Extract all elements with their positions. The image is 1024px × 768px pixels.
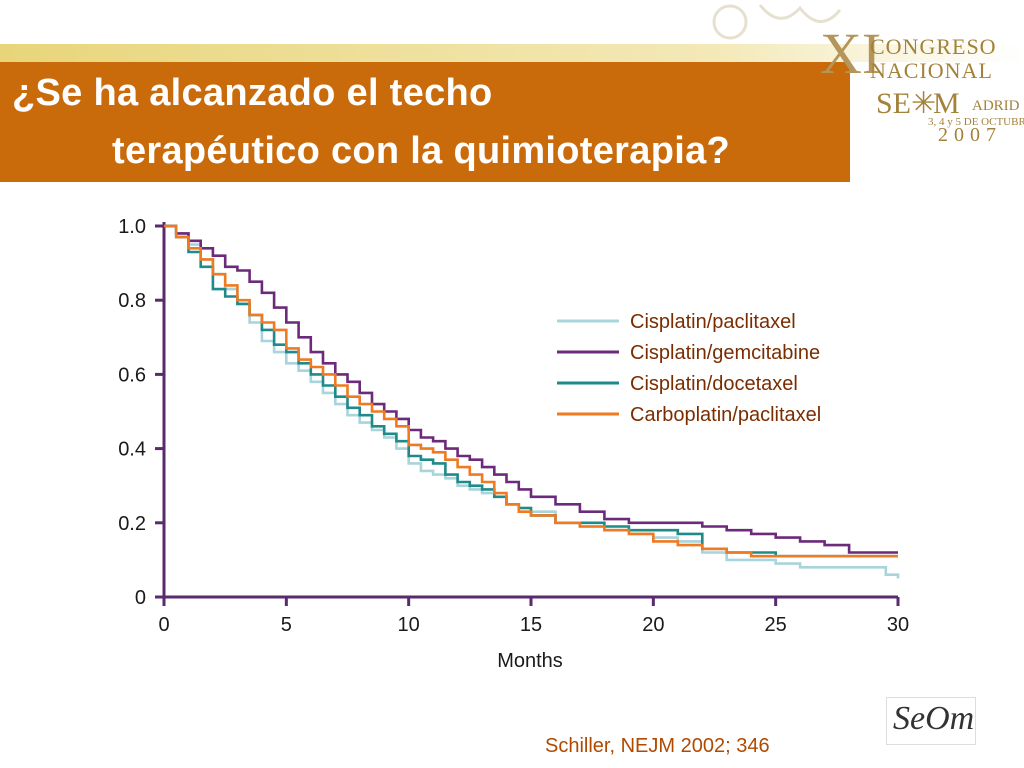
- congress-logo: XI CONGRESO NACIONAL SE✳M ADRID 3, 4 y 5…: [820, 20, 1024, 170]
- chart-legend: Cisplatin/paclitaxel Cisplatin/gemcitabin…: [557, 311, 821, 426]
- x-tick-label: 25: [765, 614, 787, 636]
- chart-axes: 0 0.2 0.4 0.6 0.8 1.0 0 5 10 15 20 25 30 Months: [118, 216, 909, 672]
- legend-label: Cisplatin/gemcitabine: [630, 342, 820, 364]
- logo-congreso: CONGRESO: [870, 34, 997, 59]
- y-tick-label: 1.0: [118, 216, 146, 238]
- title-banner: [0, 62, 850, 182]
- x-tick-label: 30: [887, 614, 909, 636]
- x-tick-label: 20: [642, 614, 664, 636]
- y-tick-label: 0.6: [118, 364, 146, 386]
- y-tick-label: 0: [135, 587, 146, 609]
- seom-badge-text: SeOm: [893, 700, 975, 737]
- x-tick-label: 15: [520, 614, 542, 636]
- legend-label: Cisplatin/docetaxel: [630, 373, 798, 395]
- logo-dates: 3, 4 y 5 DE OCTUBRE: [928, 116, 1024, 128]
- series-line: [164, 224, 900, 579]
- y-tick-label: 0.4: [118, 439, 146, 461]
- compass-rose-icon: ✳: [911, 87, 937, 120]
- x-axis-title: Months: [497, 650, 563, 672]
- series-line: [164, 224, 898, 558]
- watermark-ornament-icon: [712, 4, 842, 40]
- citation-text: Schiller, NEJM 2002; 346: [545, 735, 770, 757]
- slide-title-line-1: ¿Se ha alcanzado el techo: [12, 72, 493, 114]
- logo-year: 2007: [938, 124, 1002, 146]
- y-tick-label: 0.8: [118, 290, 146, 312]
- x-tick-label: 10: [398, 614, 420, 636]
- seom-badge-logo: SeOm: [886, 697, 976, 745]
- y-tick-label: 0.2: [118, 513, 146, 535]
- header-accent-bar: [0, 44, 1024, 62]
- legend-label: Cisplatin/paclitaxel: [630, 311, 796, 333]
- logo-edition-numeral: XI: [820, 21, 882, 86]
- congress-banner-watermark: [690, 0, 870, 50]
- logo-seom: SE✳M: [876, 87, 960, 120]
- legend-label: Carboplatin/paclitaxel: [630, 404, 821, 426]
- chart-series: [164, 224, 900, 579]
- logo-nacional: NACIONAL: [870, 58, 993, 83]
- slide-title-line-2: terapéutico con la quimioterapia?: [112, 130, 731, 172]
- series-line: [164, 224, 898, 554]
- logo-city: ADRID: [972, 98, 1020, 114]
- x-tick-label: 0: [158, 614, 169, 636]
- x-tick-label: 5: [281, 614, 292, 636]
